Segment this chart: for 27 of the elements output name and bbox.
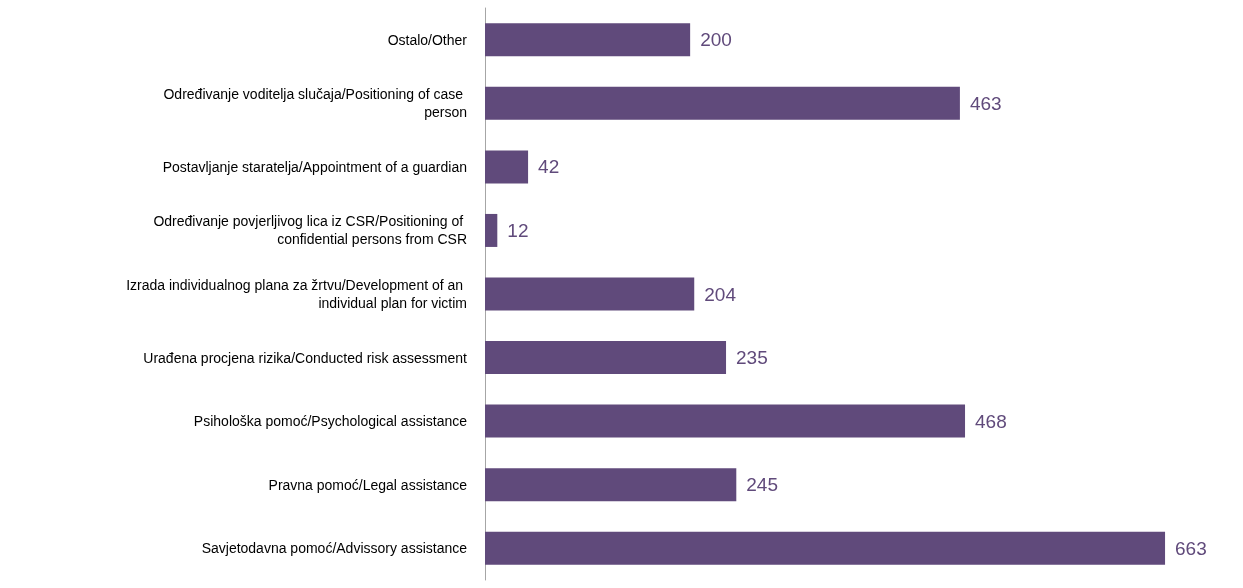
data-label: 42 (538, 156, 560, 178)
bar (485, 404, 966, 438)
data-label: 200 (700, 29, 732, 51)
y-tick-label: Postavljanje staratelja/Appointment of a guardian (162, 158, 467, 175)
bar (485, 23, 691, 57)
data-label: 245 (746, 474, 778, 496)
bar (485, 531, 1166, 565)
y-tick-label: Ostalo/Other (387, 31, 468, 48)
bar (485, 277, 695, 311)
y-tick-label: Psihološka pomoć/Psychological assistance (193, 413, 468, 430)
bar (485, 341, 727, 375)
data-label: 204 (704, 283, 737, 305)
data-label: 235 (736, 347, 768, 369)
y-tick-label: Određivanje voditelja slučaja/Positioning of case person (163, 86, 467, 121)
data-label: 468 (975, 410, 1007, 432)
bar (485, 86, 960, 120)
y-tick-label: Pravna pomoć/Legal assistance (268, 476, 468, 493)
bar (485, 468, 737, 502)
y-tick-label: Određivanje povjerljivog lica iz CSR/Positioning of confidential persons from CSR (153, 213, 467, 248)
y-tick-label: Savjetodavna pomoć/Advissory assistance (201, 540, 468, 557)
data-label: 663 (1175, 537, 1207, 559)
data-label: 463 (969, 92, 1002, 114)
bar (485, 213, 498, 247)
y-tick-label: Urađena procjena rizika/Conducted risk assessment (143, 349, 468, 366)
data-label: 12 (507, 219, 529, 241)
bar (485, 150, 529, 184)
y-tick-label: Izrada individualnog plana za žrtvu/Development of an individual plan for victim (126, 277, 467, 311)
